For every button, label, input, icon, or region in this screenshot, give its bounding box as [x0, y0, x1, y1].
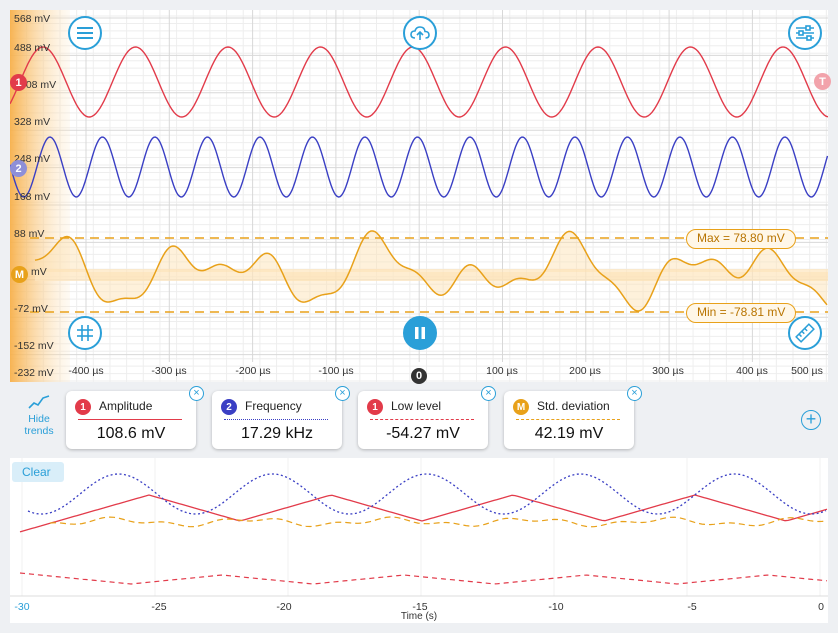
trend-tick-neg5: -5	[687, 601, 697, 613]
x-label-300: 300 µs	[652, 365, 684, 377]
clear-button[interactable]: Clear	[12, 462, 64, 482]
add-measurement-button[interactable]: +	[801, 410, 821, 430]
x-label-500: 500 µs	[791, 365, 823, 377]
cloud-upload-icon	[410, 26, 430, 40]
math-waveform	[34, 230, 828, 312]
trend-tick-neg30: -30	[14, 601, 30, 613]
measurement-value: -54.27 mV	[386, 425, 460, 442]
pause-icon	[415, 327, 425, 339]
trend-panel: Clear -30 -25 -20 -15 -10 -5 0 Time (s)	[10, 458, 828, 623]
y-label-328: 328 mV	[14, 116, 51, 128]
max-annotation: Max = 78.80 mV	[686, 229, 796, 249]
measurement-card-low-level[interactable]: 1 Low level -54.27 mV ×	[358, 386, 496, 449]
legend-line	[224, 419, 328, 420]
x-label-neg100: -100 µs	[318, 365, 354, 377]
measurement-title: Amplitude	[99, 399, 153, 413]
channel-1-marker[interactable]: 1	[10, 74, 27, 91]
remove-measurement-icon[interactable]: ×	[627, 386, 642, 401]
menu-icon	[77, 27, 93, 39]
legend-line	[78, 419, 182, 420]
math-mean-band	[35, 269, 828, 281]
math-fill	[35, 231, 828, 311]
measurement-title: Std. deviation	[537, 399, 610, 413]
low-level-trend-line	[19, 572, 828, 585]
trend-tick-neg20: -20	[276, 601, 292, 613]
channel-2-waveform	[10, 136, 828, 198]
menu-button[interactable]	[68, 16, 102, 50]
y-label-168: 168 mV	[14, 191, 51, 203]
channel-badge: M	[513, 399, 529, 415]
cloud-upload-button[interactable]	[403, 16, 437, 50]
pre-trigger-region	[10, 10, 70, 382]
trend-tick-neg15: -15	[412, 601, 428, 613]
remove-measurement-icon[interactable]: ×	[481, 386, 496, 401]
y-label-8: mV	[31, 266, 47, 278]
trend-grid	[21, 458, 821, 596]
x-label-neg200: -200 µs	[235, 365, 271, 377]
grid-icon	[77, 325, 93, 341]
measurement-title: Frequency	[245, 399, 302, 413]
channel-badge: 1	[367, 399, 383, 415]
measurement-card-std-deviation[interactable]: M Std. deviation 42.19 mV ×	[504, 386, 642, 449]
channel-2-marker[interactable]: 2	[10, 160, 27, 177]
remove-measurement-icon[interactable]: ×	[335, 386, 350, 401]
waveform-plot[interactable]	[10, 10, 828, 382]
y-label-neg72: -72 mV	[14, 303, 48, 315]
trend-x-axis-label: Time (s)	[400, 611, 438, 622]
measurement-value: 108.6 mV	[96, 425, 166, 442]
trend-icon	[28, 395, 50, 409]
x-label-200: 200 µs	[569, 365, 601, 377]
legend-line	[516, 419, 620, 420]
measurement-title: Low level	[391, 399, 442, 413]
settings-sliders-icon	[796, 25, 814, 41]
trend-tick-neg10: -10	[548, 601, 564, 613]
measurement-card-frequency[interactable]: 2 Frequency 17.29 kHz ×	[212, 386, 350, 449]
grid-button[interactable]	[68, 316, 102, 350]
trigger-marker[interactable]: T	[814, 73, 831, 90]
trend-tick-neg25: -25	[151, 601, 167, 613]
std-deviation-trend-line	[49, 516, 827, 528]
y-label-568: 568 mV	[14, 13, 51, 25]
channel-badge: 2	[221, 399, 237, 415]
y-label-neg152: -152 mV	[14, 340, 54, 352]
x-label-100: 100 µs	[486, 365, 518, 377]
measurement-value: 17.29 kHz	[240, 425, 314, 442]
y-label-408: 408 mV	[20, 79, 57, 91]
amplitude-trend-line	[19, 494, 828, 533]
hide-trends-label: Hide trends	[24, 413, 54, 437]
y-label-488: 488 mV	[14, 42, 51, 54]
measurement-card-amplitude[interactable]: 1 Amplitude 108.6 mV ×	[66, 386, 204, 449]
zero-time-marker[interactable]: 0	[411, 368, 427, 384]
channel-badge: 1	[75, 399, 91, 415]
trend-tick-0: 0	[818, 601, 824, 613]
remove-measurement-icon[interactable]: ×	[189, 386, 204, 401]
trend-plot	[10, 458, 828, 597]
measurements-bar: Hide trends 1 Amplitude 108.6 mV × 2 Frequenc…	[10, 384, 828, 454]
x-label-neg300: -300 µs	[151, 365, 187, 377]
ruler-icon	[795, 323, 815, 343]
hide-trends-button[interactable]: Hide trends	[14, 394, 64, 437]
x-label-400: 400 µs	[736, 365, 768, 377]
x-label-neg400: -400 µs	[68, 365, 104, 377]
pause-button[interactable]	[403, 316, 437, 350]
y-label-88: 88 mV	[14, 228, 45, 240]
frequency-trend-line	[27, 473, 827, 515]
measurement-value: 42.19 mV	[534, 425, 604, 442]
ruler-button[interactable]	[788, 316, 822, 350]
math-channel-marker[interactable]: M	[11, 266, 28, 283]
y-label-neg232: -232 mV	[14, 367, 54, 379]
legend-line	[370, 419, 474, 420]
settings-button[interactable]	[788, 16, 822, 50]
oscilloscope-panel[interactable]: 568 mV 488 mV 408 mV 328 mV 248 mV 168 m…	[10, 10, 831, 384]
min-annotation: Min = -78.81 mV	[686, 303, 797, 323]
